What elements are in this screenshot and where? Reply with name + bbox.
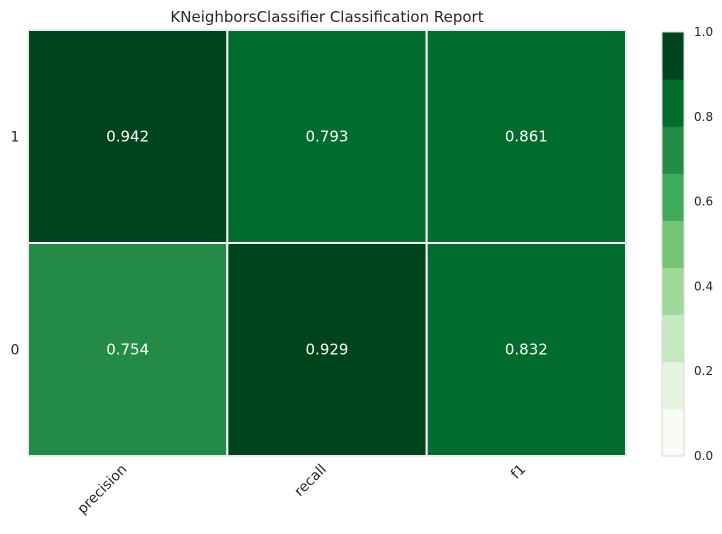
heatmap-cell (226, 242, 428, 457)
plot-frame (27, 29, 627, 457)
x-tick-label: f1 (508, 462, 529, 483)
colorbar-segment (662, 314, 684, 363)
colorbar-tick-label: 0.2 (694, 364, 713, 378)
x-tick-label: precision (75, 462, 131, 518)
chart-title: KNeighborsClassifier Classification Repo… (170, 8, 483, 26)
heatmap-cell (226, 29, 428, 244)
colorbar (661, 31, 685, 457)
colorbar-segment (662, 361, 684, 410)
heatmap-cell (27, 242, 229, 457)
heatmap-cells (27, 29, 627, 457)
y-tick-label: 1 (11, 130, 20, 146)
colorbar-frame (661, 31, 685, 457)
colorbar-tick-label: 0.4 (694, 279, 713, 293)
colorbar-segment (662, 408, 684, 457)
x-tick-label: recall (292, 462, 330, 500)
cell-value-label: 0.793 (306, 128, 349, 146)
colorbar-tick-label: 1.0 (694, 25, 713, 39)
colorbar-segment (662, 173, 684, 221)
colorbar-tick-label: 0.0 (694, 449, 713, 463)
colorbar-segment (662, 79, 684, 127)
cell-value-label: 0.861 (505, 128, 548, 146)
cell-value-label: 0.942 (106, 128, 149, 146)
y-tick-label: 0 (11, 343, 20, 359)
heatmap-cell-labels: 0.942 0.793 0.861 0.754 0.929 0.832 (106, 128, 548, 359)
cell-value-label: 0.754 (106, 341, 149, 359)
colorbar-tick-labels: 0.0 0.2 0.4 0.6 0.8 1.0 (694, 25, 713, 463)
colorbar-segment (662, 126, 684, 174)
colorbar-tick-label: 0.8 (694, 110, 713, 124)
colorbar-segment (662, 32, 684, 80)
cell-value-label: 0.929 (306, 341, 349, 359)
x-axis-tick-labels: precision recall f1 (75, 462, 530, 518)
cell-value-label: 0.832 (505, 341, 548, 359)
colorbar-segment (662, 220, 684, 269)
colorbar-tick-label: 0.6 (694, 195, 713, 209)
y-axis-tick-labels: 10 (11, 130, 20, 359)
heatmap-cell (425, 242, 627, 457)
colorbar-segment (662, 267, 684, 316)
heatmap-cell (27, 29, 229, 244)
